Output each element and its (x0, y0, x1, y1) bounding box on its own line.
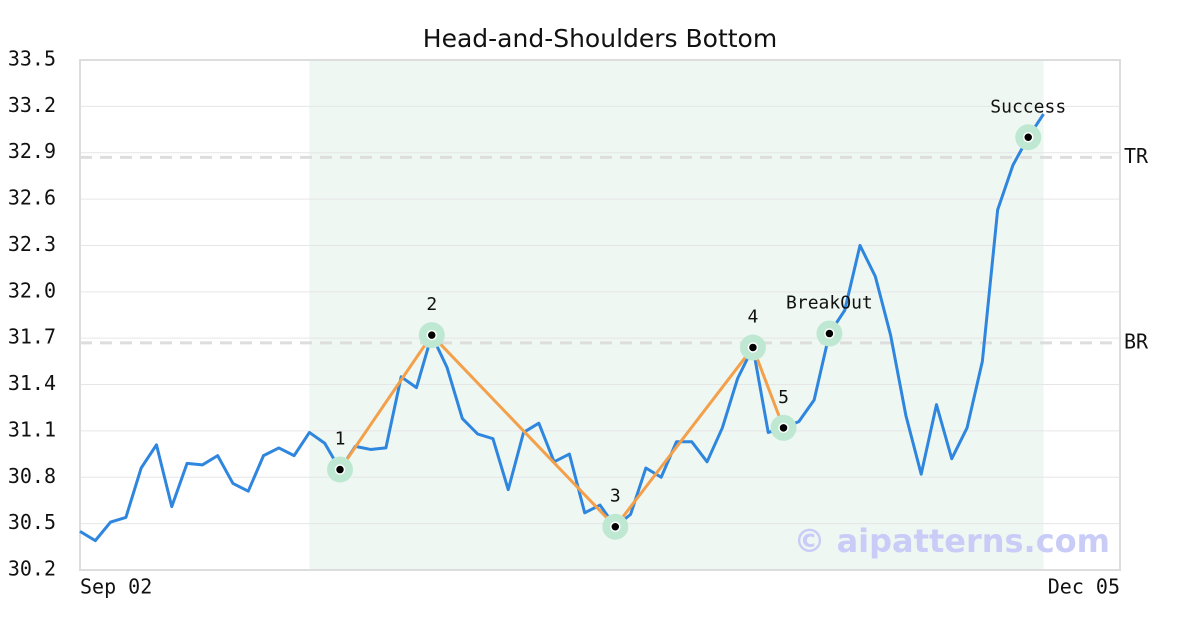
pattern-label: 2 (426, 294, 437, 315)
plot-frame (79, 59, 1121, 571)
watermark: © aipatterns.com (793, 522, 1110, 560)
pattern-point (778, 422, 789, 434)
pattern-label: BreakOut (786, 293, 873, 314)
pattern-label: 1 (335, 429, 346, 450)
pattern-connector (430, 334, 617, 528)
y-tick-label: 32.0 (8, 278, 56, 302)
chart-title: Head-and-Shoulders Bottom (423, 24, 777, 53)
y-tick-label: 33.2 (8, 93, 56, 117)
y-tick-label: 31.1 (8, 417, 56, 441)
pattern-label: Success (990, 96, 1066, 117)
reference-label: TR (1124, 144, 1149, 168)
y-tick-label: 30.8 (8, 464, 56, 488)
pattern-label: 4 (748, 306, 759, 327)
y-tick-label: 32.9 (8, 139, 56, 163)
y-tick-label: 32.3 (8, 232, 56, 256)
pattern-point (426, 329, 438, 341)
pattern-label: 5 (778, 387, 789, 408)
pattern-connector (614, 346, 755, 528)
x-tick-label: Dec 05 (1048, 575, 1120, 599)
y-tick-label: 31.4 (8, 371, 56, 395)
pattern-connector (338, 334, 434, 471)
pattern-point (747, 342, 759, 353)
y-tick-label: 33.5 (8, 47, 56, 71)
pattern-connector (751, 346, 785, 429)
y-tick-label: 31.7 (8, 325, 56, 349)
pattern-label: 3 (610, 486, 621, 507)
price-line (79, 113, 1045, 543)
pattern-point (610, 521, 621, 532)
pattern-point (334, 464, 346, 475)
y-tick-label: 32.6 (8, 186, 56, 210)
reference-label: BR (1124, 329, 1149, 353)
pattern-region (309, 60, 1044, 570)
pattern-point (824, 328, 835, 339)
x-tick-label: Sep 02 (80, 575, 152, 599)
pattern-point (1022, 132, 1034, 143)
y-tick-label: 30.2 (8, 557, 56, 581)
y-tick-label: 30.5 (8, 510, 56, 534)
